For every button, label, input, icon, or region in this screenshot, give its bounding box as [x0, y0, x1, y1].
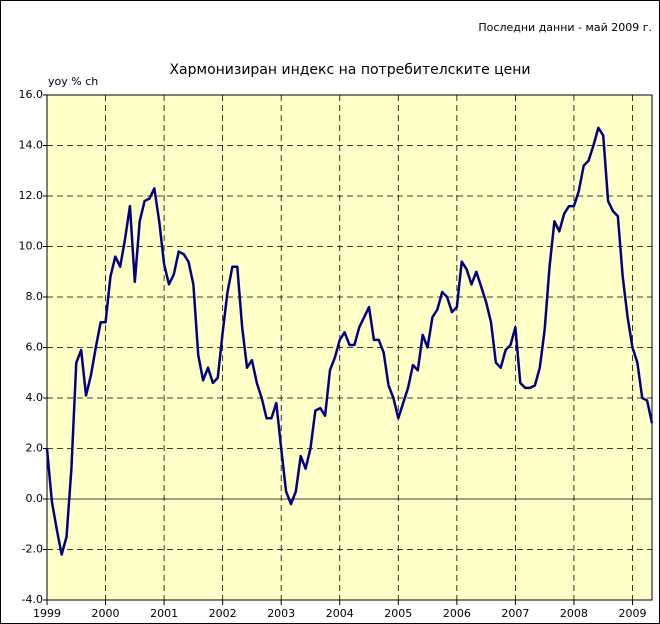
chart-title: Хармонизиран индекс на потребителските ц… — [169, 62, 530, 78]
x-tick-label: 2009 — [618, 607, 646, 620]
y-tick-label: 12.0 — [19, 189, 44, 202]
x-tick-label: 2002 — [209, 607, 237, 620]
y-tick-label: -2.0 — [22, 543, 43, 556]
x-tick-label: 2007 — [501, 607, 529, 620]
y-tick-label: 8.0 — [26, 290, 44, 303]
x-tick-label: 2008 — [560, 607, 588, 620]
y-tick-label: 14.0 — [19, 139, 44, 152]
y-tick-label: 2.0 — [26, 442, 44, 455]
x-tick-label: 2000 — [92, 607, 120, 620]
plot-border — [46, 94, 653, 601]
x-tick-label: 2003 — [267, 607, 295, 620]
y-tick-label: -4.0 — [22, 593, 43, 606]
y-axis-label: yoy % ch — [48, 75, 98, 88]
x-tick-label: 2005 — [384, 607, 412, 620]
x-tick-label: 2004 — [326, 607, 354, 620]
x-tick-label: 2006 — [443, 607, 471, 620]
y-tick-label: 16.0 — [19, 88, 44, 101]
y-tick-label: 6.0 — [26, 341, 44, 354]
y-tick-label: 10.0 — [19, 240, 44, 253]
data-line — [45, 126, 654, 556]
y-tick-label: 4.0 — [26, 391, 44, 404]
y-tick-label: 0.0 — [26, 492, 44, 505]
note: Последни данни - май 2009 г. — [478, 21, 652, 34]
x-tick-label: 1999 — [33, 607, 61, 620]
x-tick-label: 2001 — [150, 607, 178, 620]
